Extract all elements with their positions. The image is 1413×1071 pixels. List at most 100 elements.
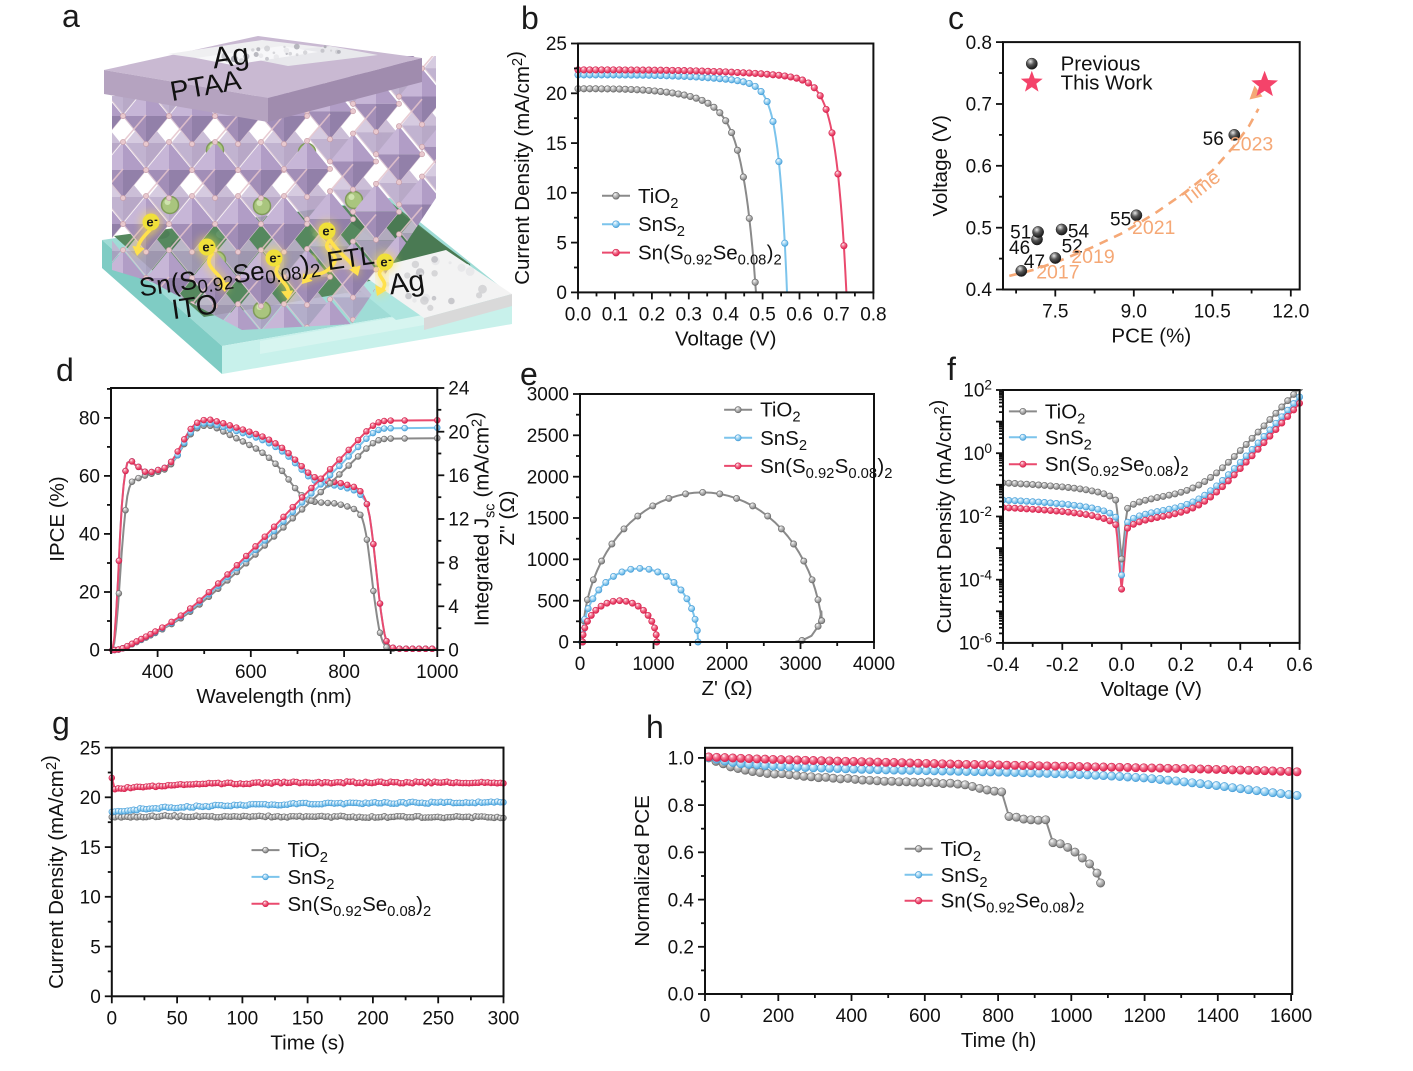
svg-text:Z' (Ω): Z' (Ω) (701, 677, 752, 700)
svg-text:7.5: 7.5 (1042, 302, 1068, 323)
svg-text:g: g (52, 705, 70, 741)
svg-text:Previous: Previous (1061, 53, 1141, 76)
svg-text:-0.4: -0.4 (987, 655, 1020, 676)
svg-text:1400: 1400 (1197, 1006, 1239, 1027)
svg-text:2019: 2019 (1071, 246, 1114, 268)
svg-text:80: 80 (79, 409, 100, 430)
svg-text:3000: 3000 (779, 654, 821, 675)
svg-text:0.3: 0.3 (676, 304, 702, 325)
svg-text:200: 200 (762, 1006, 794, 1027)
svg-text:f: f (947, 351, 956, 387)
svg-text:Sn(S0.92 Se0.08 )2: Sn(S0.92 Se0.08 )2 (1045, 453, 1189, 480)
svg-text:SnS2: SnS2 (288, 866, 335, 893)
svg-text:-: - (388, 254, 392, 266)
svg-text:0.2: 0.2 (668, 938, 694, 959)
svg-text:Wavelength (nm): Wavelength (nm) (196, 685, 351, 708)
svg-text:TiO2: TiO2 (638, 185, 678, 212)
svg-text:55: 55 (1110, 209, 1131, 230)
svg-text:0.5: 0.5 (749, 304, 775, 325)
svg-text:46: 46 (1009, 238, 1030, 259)
svg-text:300: 300 (488, 1008, 520, 1029)
svg-text:0.8: 0.8 (668, 796, 694, 817)
svg-text:TiO2: TiO2 (288, 839, 328, 866)
svg-text:0.2: 0.2 (1168, 655, 1194, 676)
svg-text:0.0: 0.0 (1108, 655, 1134, 676)
svg-text:a: a (62, 0, 80, 34)
svg-text:ITO: ITO (170, 288, 220, 325)
svg-text:0.7: 0.7 (823, 304, 849, 325)
svg-text:h: h (646, 709, 664, 745)
svg-text:15: 15 (80, 838, 101, 859)
svg-text:4: 4 (448, 597, 459, 618)
svg-text:-: - (277, 250, 281, 262)
svg-text:0.6: 0.6 (786, 304, 812, 325)
svg-text:10: 10 (80, 888, 101, 909)
svg-text:100: 100 (227, 1008, 259, 1029)
svg-text:2023: 2023 (1230, 133, 1273, 155)
svg-text:e: e (146, 215, 153, 230)
svg-text:500: 500 (537, 591, 569, 612)
svg-text:0: 0 (89, 641, 100, 662)
svg-text:TiO2: TiO2 (1045, 400, 1085, 427)
svg-text:Sn(S0.92 S0.08 )2: Sn(S0.92 S0.08 )2 (760, 455, 892, 482)
svg-text:IPCE (%): IPCE (%) (46, 476, 69, 561)
svg-text:150: 150 (292, 1008, 324, 1029)
svg-text:0: 0 (556, 283, 567, 304)
svg-text:800: 800 (982, 1006, 1014, 1027)
svg-text:0.8: 0.8 (860, 304, 886, 325)
svg-text:1600: 1600 (1270, 1006, 1312, 1027)
svg-text:Sn(S0.92 Se0.08 )2 ETL: Sn(S0.92 Se0.08 )2 ETL (137, 240, 377, 306)
svg-text:c: c (948, 0, 964, 36)
svg-text:20: 20 (80, 788, 101, 809)
svg-text:800: 800 (328, 662, 360, 683)
svg-text:SnS2: SnS2 (1045, 426, 1092, 453)
svg-text:e: e (322, 224, 329, 239)
svg-text:0: 0 (448, 641, 459, 662)
svg-text:Voltage (V): Voltage (V) (675, 327, 776, 350)
svg-text:2000: 2000 (706, 654, 748, 675)
svg-text:PCE (%): PCE (%) (1111, 325, 1191, 348)
svg-text:250: 250 (422, 1008, 454, 1029)
svg-text:Ag: Ag (387, 265, 427, 302)
svg-text:20: 20 (546, 84, 567, 105)
svg-text:25: 25 (546, 34, 567, 55)
svg-text:2017: 2017 (1036, 261, 1079, 283)
svg-text:0.2: 0.2 (639, 304, 665, 325)
svg-text:20: 20 (79, 583, 100, 604)
svg-text:12.0: 12.0 (1272, 302, 1309, 323)
svg-text:Sn(S0.92 Se0.08 )2: Sn(S0.92 Se0.08 )2 (941, 890, 1085, 917)
svg-text:-: - (330, 223, 334, 235)
svg-text:Voltage (V): Voltage (V) (1101, 678, 1202, 701)
svg-text:1000: 1000 (1050, 1006, 1092, 1027)
svg-text:0: 0 (558, 633, 569, 654)
svg-text:3000: 3000 (527, 385, 569, 406)
svg-text:SnS2: SnS2 (638, 213, 685, 240)
svg-text:0.4: 0.4 (668, 890, 695, 911)
svg-text:50: 50 (167, 1008, 188, 1029)
svg-text:This Work: This Work (1061, 71, 1154, 94)
svg-text:15: 15 (546, 134, 567, 155)
svg-text:1.0: 1.0 (668, 749, 694, 770)
svg-text:5: 5 (90, 937, 101, 958)
svg-text:0.4: 0.4 (966, 280, 993, 301)
svg-text:10.5: 10.5 (1194, 302, 1231, 323)
svg-text:Sn(S0.92 Se0.08 )2: Sn(S0.92 Se0.08 )2 (638, 242, 782, 269)
svg-text:1000: 1000 (632, 654, 674, 675)
svg-text:-0.2: -0.2 (1046, 655, 1079, 676)
svg-text:SnS2: SnS2 (760, 427, 807, 454)
svg-text:-: - (154, 214, 158, 226)
svg-text:Time (s): Time (s) (270, 1031, 344, 1054)
svg-text:0.1: 0.1 (602, 304, 628, 325)
svg-text:0: 0 (700, 1006, 711, 1027)
svg-text:e: e (380, 255, 387, 270)
svg-text:9.0: 9.0 (1121, 302, 1147, 323)
svg-text:e: e (520, 356, 538, 392)
svg-text:-: - (210, 239, 214, 251)
svg-text:600: 600 (909, 1006, 941, 1027)
svg-text:0.4: 0.4 (712, 304, 739, 325)
svg-text:0.0: 0.0 (565, 304, 591, 325)
svg-text:1500: 1500 (527, 509, 569, 530)
svg-text:0.4: 0.4 (1227, 655, 1254, 676)
svg-text:0: 0 (107, 1008, 118, 1029)
svg-text:20: 20 (448, 422, 469, 443)
